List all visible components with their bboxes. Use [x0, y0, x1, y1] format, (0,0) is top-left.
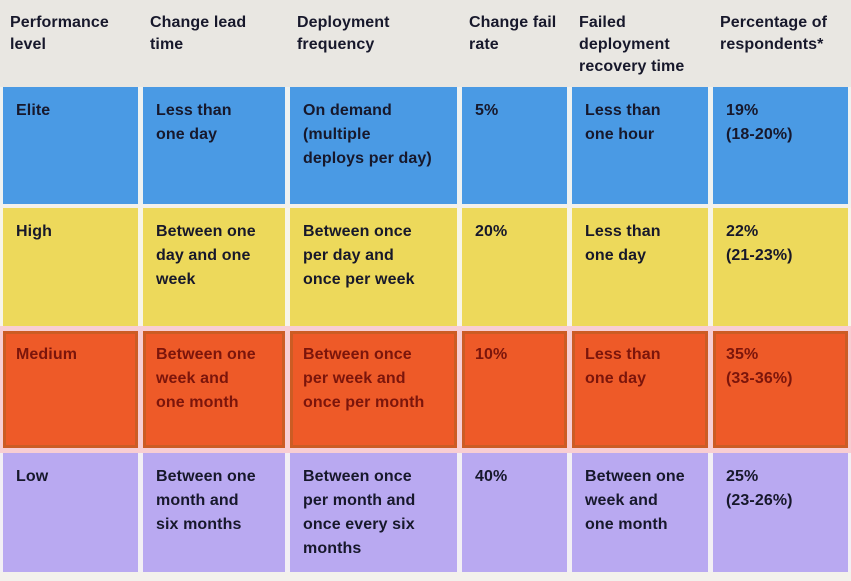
- header-failed-deployment-recovery-time: Failed deployment recovery time: [579, 14, 685, 75]
- cell-high-deployment-frequency: Between once per day and once per week: [290, 208, 457, 326]
- cell-medium-failed-deployment-recovery-time: Less than one day: [572, 331, 708, 448]
- cell-high-change-lead-time: Between one day and one week: [143, 208, 285, 326]
- cell-elite-change-lead-time: Less than one day: [143, 87, 285, 204]
- cell-high-percentage-of-respondents: 22% (21-23%): [713, 208, 848, 326]
- cell-elite-performance-level: Elite: [3, 87, 138, 204]
- cell-medium-performance-level: Medium: [3, 331, 138, 448]
- header-performance-level: Performance level: [10, 14, 109, 53]
- cell-low-failed-deployment-recovery-time: Between one week and one month: [572, 453, 708, 572]
- row-medium: Medium Between one week and one month Be…: [0, 331, 851, 448]
- cell-medium-deployment-frequency: Between once per week and once per month: [290, 331, 457, 448]
- row-elite: Elite Less than one day On demand (multi…: [0, 87, 851, 204]
- cell-medium-change-lead-time: Between one week and one month: [143, 331, 285, 448]
- cell-low-deployment-frequency: Between once per month and once every si…: [290, 453, 457, 572]
- cell-low-percentage-of-respondents: 25% (23-26%): [713, 453, 848, 572]
- cell-elite-percentage-of-respondents: 19% (18-20%): [713, 87, 848, 204]
- row-medium-band: Medium Between one week and one month Be…: [0, 326, 851, 453]
- cell-elite-deployment-frequency: On demand (multiple deploys per day): [290, 87, 457, 204]
- cell-high-change-fail-rate: 20%: [462, 208, 567, 326]
- row-high: High Between one day and one week Betwee…: [0, 208, 851, 326]
- cell-elite-failed-deployment-recovery-time: Less than one hour: [572, 87, 708, 204]
- cell-elite-change-fail-rate: 5%: [462, 87, 567, 204]
- table-header-row: Performance level Change lead time Deplo…: [0, 0, 851, 87]
- cell-low-performance-level: Low: [3, 453, 138, 572]
- header-deployment-frequency: Deployment frequency: [297, 14, 390, 53]
- cell-low-change-lead-time: Between one month and six months: [143, 453, 285, 572]
- cell-low-change-fail-rate: 40%: [462, 453, 567, 572]
- cell-high-failed-deployment-recovery-time: Less than one day: [572, 208, 708, 326]
- header-change-lead-time: Change lead time: [150, 14, 247, 53]
- header-change-fail-rate: Change fail rate: [469, 14, 557, 53]
- cell-high-performance-level: High: [3, 208, 138, 326]
- cell-medium-percentage-of-respondents: 35% (33-36%): [713, 331, 848, 448]
- row-low: Low Between one month and six months Bet…: [0, 453, 851, 572]
- cell-medium-change-fail-rate: 10%: [462, 331, 567, 448]
- header-percentage-of-respondents: Percentage of respondents*: [720, 14, 828, 53]
